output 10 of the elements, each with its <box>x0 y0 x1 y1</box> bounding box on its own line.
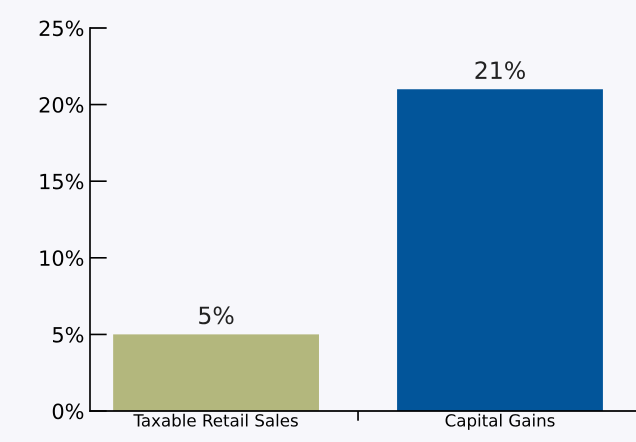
y-tick-label: 5% <box>53 326 84 343</box>
y-tick-label: 15% <box>40 174 84 190</box>
y-tick-label: 10% <box>40 250 84 266</box>
data-label: 21% <box>475 61 525 80</box>
y-tick-label: 20% <box>40 97 84 113</box>
x-tick-label: Taxable Retail Sales <box>133 414 298 427</box>
data-label: 5% <box>199 306 234 324</box>
y-tick-label: 25% <box>40 20 84 36</box>
x-tick-label: Capital Gains <box>446 414 555 430</box>
y-tick-label: 0% <box>52 403 84 420</box>
